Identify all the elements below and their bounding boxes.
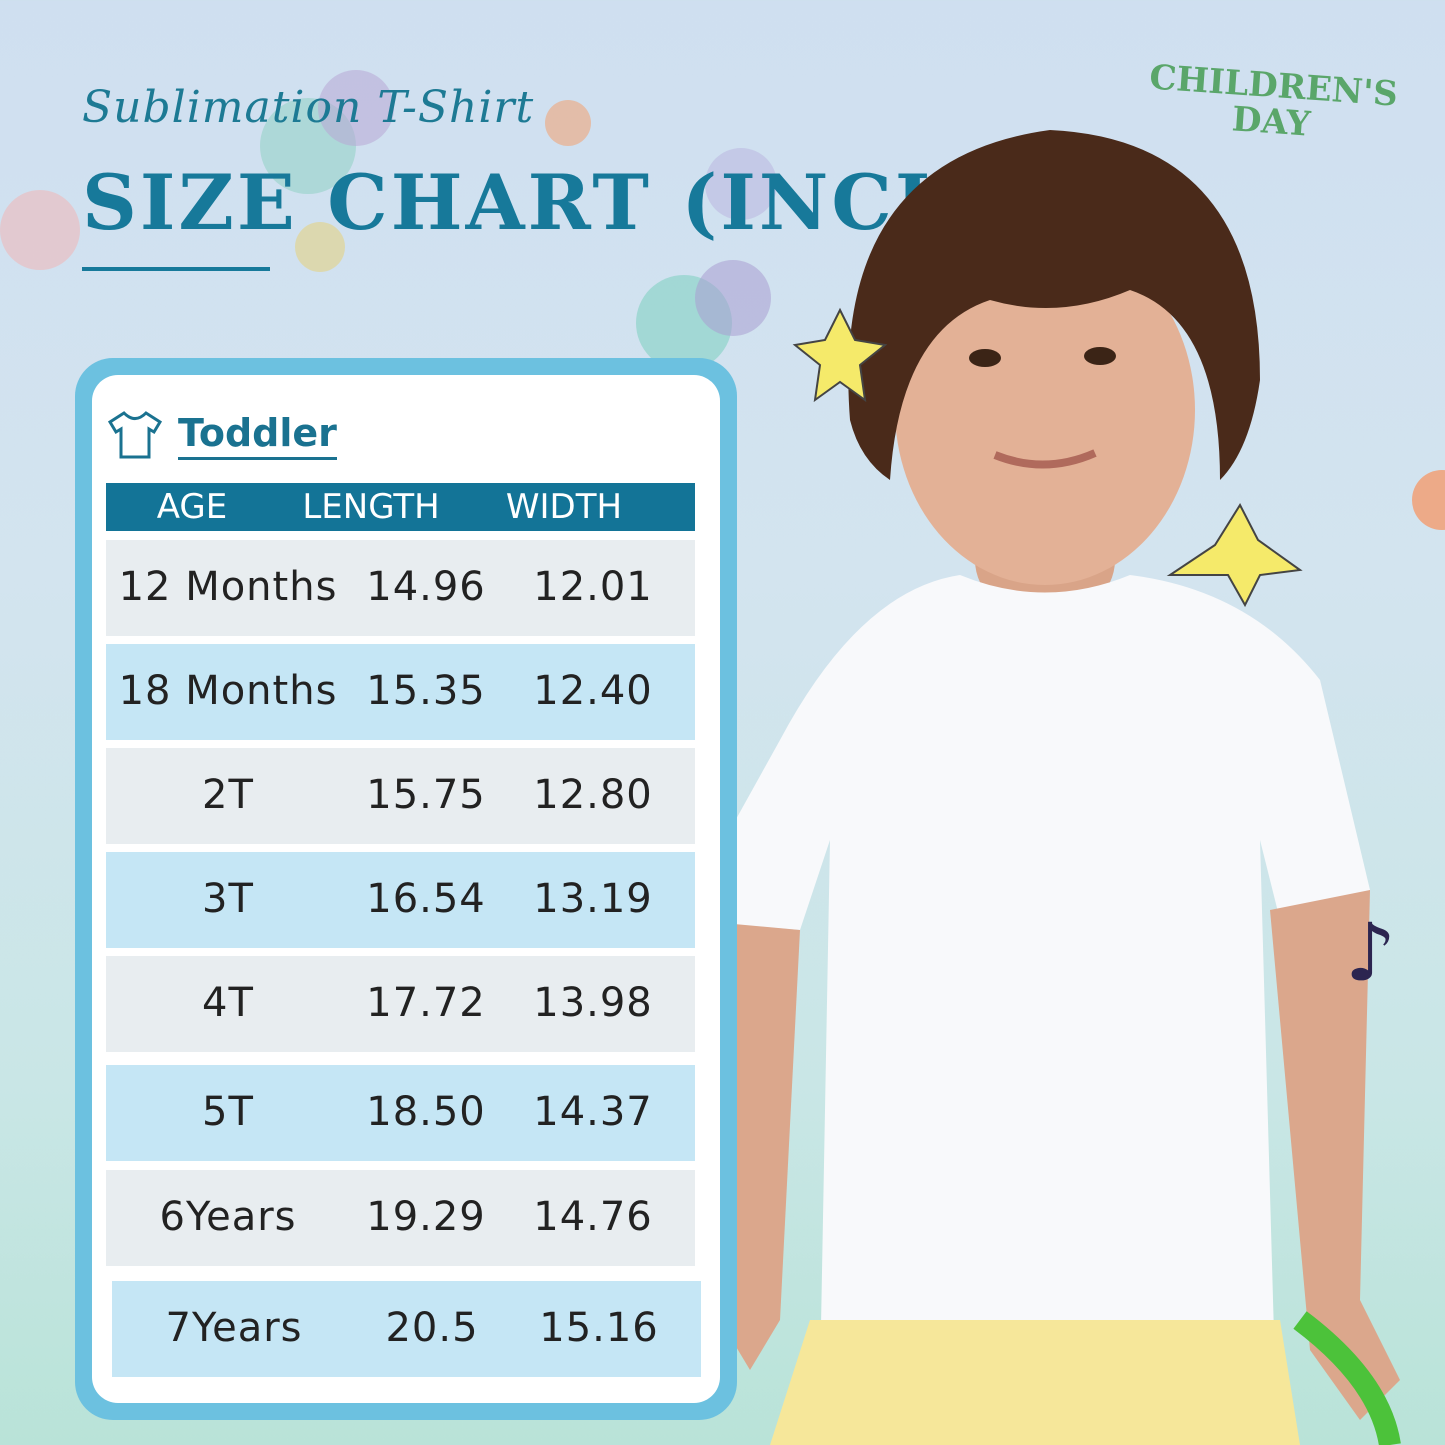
bubble <box>318 70 394 146</box>
cell-width: 12.40 <box>533 668 653 714</box>
table-row: 3T 16.54 13.19 <box>106 852 695 948</box>
cell-length: 14.96 <box>366 564 486 610</box>
mouth <box>993 449 1097 469</box>
cell-width: 12.80 <box>533 772 653 818</box>
cell-age: 3T <box>202 876 254 922</box>
column-header-age: AGE <box>156 487 228 527</box>
face <box>895 235 1195 585</box>
star-icon <box>1166 502 1303 608</box>
cell-length: 18.50 <box>366 1089 486 1135</box>
boy-photo: ♪ <box>680 130 1401 1445</box>
hair <box>848 130 1260 480</box>
cell-width: 13.98 <box>533 980 653 1026</box>
cell-length: 20.5 <box>385 1305 479 1351</box>
table-row: 18 Months 15.35 12.40 <box>106 644 695 740</box>
page-title: SIZE CHART (INCH) <box>82 158 1009 247</box>
column-header-length: LENGTH <box>302 487 440 527</box>
cell-width: 14.76 <box>533 1194 653 1240</box>
bubble <box>695 260 771 336</box>
section-heading: Toddler <box>106 410 337 460</box>
cell-width: 13.19 <box>533 876 653 922</box>
cell-length: 15.75 <box>366 772 486 818</box>
cell-age: 4T <box>202 980 254 1026</box>
bubble <box>0 190 80 270</box>
subtitle: Sublimation T-Shirt <box>82 82 535 133</box>
eye <box>969 349 1001 367</box>
table-row: 4T 17.72 13.98 <box>106 956 695 1052</box>
cell-age: 18 Months <box>118 668 338 714</box>
table-header: AGE LENGTH WIDTH <box>106 483 695 531</box>
cell-age: 12 Months <box>118 564 338 610</box>
cell-age: 6Years <box>159 1194 297 1240</box>
table-row: 5T 18.50 14.37 <box>106 1065 695 1161</box>
music-note-icon: ♪ <box>1345 906 1396 999</box>
shorts <box>770 1320 1300 1445</box>
cell-length: 17.72 <box>366 980 486 1026</box>
t-shirt <box>680 575 1370 1380</box>
bubble <box>545 100 591 146</box>
cell-width: 12.01 <box>533 564 653 610</box>
column-header-width: WIDTH <box>505 487 623 527</box>
cell-age: 2T <box>202 772 254 818</box>
table-row: 6Years 19.29 14.76 <box>106 1170 695 1266</box>
cell-width: 15.16 <box>539 1305 659 1351</box>
section-label: Toddler <box>178 411 337 460</box>
table-row: 12 Months 14.96 12.01 <box>106 540 695 636</box>
cell-width: 14.37 <box>533 1089 653 1135</box>
cell-length: 15.35 <box>366 668 486 714</box>
t-shirt-icon <box>107 411 163 459</box>
table-row: 7Years 20.5 15.16 <box>112 1281 701 1377</box>
star-icon <box>792 307 888 403</box>
cell-length: 16.54 <box>366 876 486 922</box>
bubble <box>705 148 777 220</box>
arm <box>1270 890 1400 1420</box>
bubble <box>295 222 345 272</box>
title-underline <box>82 267 270 271</box>
table-row: 2T 15.75 12.80 <box>106 748 695 844</box>
eye <box>1084 347 1116 365</box>
frisbee <box>1293 1311 1401 1445</box>
cell-age: 5T <box>202 1089 254 1135</box>
cell-age: 7Years <box>165 1305 303 1351</box>
cell-length: 19.29 <box>366 1194 486 1240</box>
